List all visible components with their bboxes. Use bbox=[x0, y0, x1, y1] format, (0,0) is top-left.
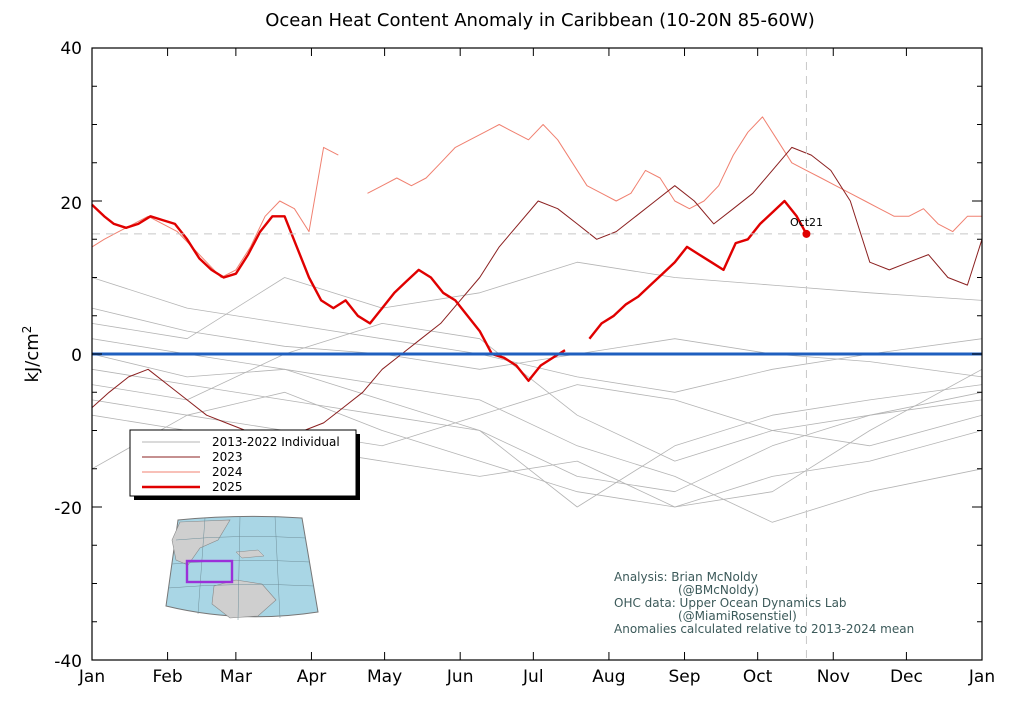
y-tick-label: 40 bbox=[60, 39, 82, 59]
map-land-antilles bbox=[235, 549, 265, 559]
y-tick-label: -40 bbox=[54, 652, 82, 672]
series-line-2013-2022-i bbox=[91, 338, 983, 493]
credit-data: OHC data: Upper Ocean Dynamics Lab bbox=[614, 596, 847, 610]
x-tick-labels: Jan Feb Mar Apr May Jun Jul Aug Sep Oct … bbox=[78, 667, 995, 687]
series-layer bbox=[91, 116, 983, 523]
legend-label-2024: 2024 bbox=[212, 465, 243, 479]
reference-lines bbox=[92, 48, 982, 660]
legend-box bbox=[129, 429, 357, 497]
credit-data-handle: (@MiamiRosenstiel) bbox=[678, 609, 797, 623]
series-line-2013-2022-h bbox=[91, 323, 983, 462]
y-tick-label: -20 bbox=[54, 499, 82, 519]
series-line-2013-2022-g bbox=[91, 307, 983, 378]
credit-baseline-note: Anomalies calculated relative to 2013-20… bbox=[614, 622, 914, 636]
x-tick-label: Mar bbox=[220, 667, 252, 687]
y-tick-label: 20 bbox=[60, 194, 82, 214]
legend-label-individual: 2013-2022 Individual bbox=[212, 435, 340, 449]
x-tick-label: Jul bbox=[522, 667, 544, 687]
region-map-inset bbox=[165, 515, 319, 621]
map-land-south-america bbox=[211, 579, 277, 619]
x-tick-label: Dec bbox=[890, 667, 923, 687]
series-line-2023 bbox=[91, 146, 983, 447]
x-tick-label: Jan bbox=[968, 667, 995, 687]
legend-label-2023: 2023 bbox=[212, 450, 243, 464]
series-line-2025 bbox=[91, 199, 808, 382]
current-value-marker bbox=[802, 229, 811, 238]
credit-analysis: Analysis: Brian McNoldy bbox=[614, 570, 758, 584]
x-tick-label: May bbox=[367, 667, 402, 687]
current-date-label: Oct21 bbox=[790, 216, 823, 229]
x-tick-label: Aug bbox=[592, 667, 625, 687]
credits: Analysis: Brian McNoldy (@BMcNoldy) OHC … bbox=[614, 570, 914, 636]
x-tick-label: Jun bbox=[446, 667, 474, 687]
map-graticule bbox=[167, 515, 315, 621]
chart-title: Ocean Heat Content Anomaly in Caribbean … bbox=[265, 10, 815, 31]
series-line-2013-2022-f bbox=[91, 384, 983, 447]
x-tick-label: Jan bbox=[78, 667, 105, 687]
credit-analysis-handle: (@BMcNoldy) bbox=[678, 583, 759, 597]
legend-label-2025: 2025 bbox=[212, 480, 243, 494]
map-land-north-america bbox=[171, 519, 231, 566]
series-line-2013-2022-d bbox=[91, 261, 983, 340]
x-tick-label: Feb bbox=[153, 667, 183, 687]
series-line-2013-2022-a bbox=[91, 391, 983, 508]
y-axis-label: kJ/cm2 bbox=[20, 326, 43, 383]
x-tick-label: Oct bbox=[743, 667, 773, 687]
plot-frame bbox=[91, 47, 983, 661]
x-tick-label: Nov bbox=[817, 667, 850, 687]
x-tick-label: Sep bbox=[668, 667, 700, 687]
y-tick-labels: 40 20 0 -20 -40 bbox=[54, 39, 82, 672]
y-tick-label: 0 bbox=[71, 346, 82, 366]
legend: 2013-2022 Individual 2023 2024 2025 bbox=[129, 429, 360, 500]
map-region-box bbox=[185, 559, 234, 584]
series-line-2013-2022-e bbox=[91, 353, 983, 523]
x-tick-label: Apr bbox=[297, 667, 326, 687]
series-line-2013-2022-b bbox=[91, 277, 983, 393]
